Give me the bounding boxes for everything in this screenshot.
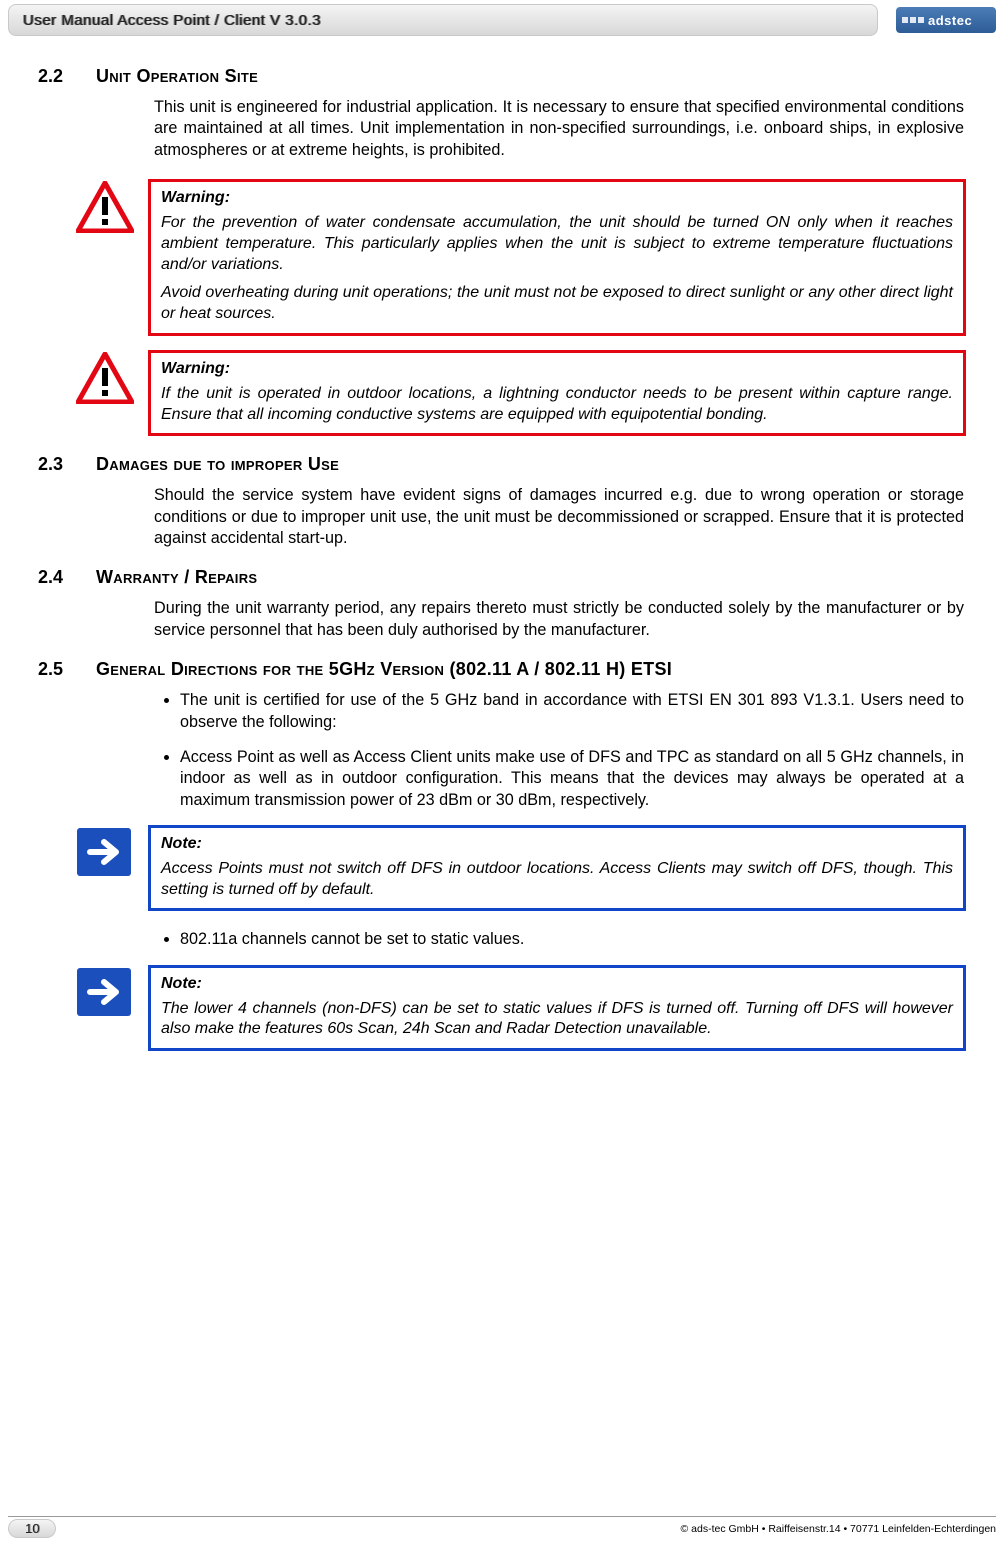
doc-title: User Manual Access Point / Client V 3.0.… bbox=[8, 4, 878, 36]
page: User Manual Access Point / Client V 3.0.… bbox=[0, 4, 1004, 1544]
note-box-1: Note: Access Points must not switch off … bbox=[148, 825, 966, 911]
heading-number: 2.5 bbox=[38, 659, 96, 680]
section-2-5-bullets-1: The unit is certified for use of the 5 G… bbox=[154, 690, 964, 811]
brand-logo-area: adstec bbox=[878, 4, 996, 36]
note-title: Note: bbox=[161, 974, 953, 995]
warning-text: If the unit is operated in outdoor locat… bbox=[161, 384, 953, 426]
copyright-text: © ads-tec GmbH • Raiffeisenstr.14 • 7077… bbox=[681, 1523, 997, 1535]
list-item: Access Point as well as Access Client un… bbox=[180, 747, 964, 811]
warning-callout-2: Warning: If the unit is operated in outd… bbox=[76, 350, 966, 436]
note-text: Access Points must not switch off DFS in… bbox=[161, 859, 953, 901]
note-arrow-icon bbox=[76, 825, 148, 911]
logo-text: adstec bbox=[928, 13, 972, 28]
note-box-2: Note: The lower 4 channels (non-DFS) can… bbox=[148, 965, 966, 1051]
logo-squares-icon bbox=[902, 17, 924, 23]
note-callout-1: Note: Access Points must not switch off … bbox=[76, 825, 966, 911]
heading-number: 2.2 bbox=[38, 66, 96, 87]
note-title: Note: bbox=[161, 834, 953, 855]
page-footer: 10 © ads-tec GmbH • Raiffeisenstr.14 • 7… bbox=[8, 1516, 996, 1538]
warning-box-2: Warning: If the unit is operated in outd… bbox=[148, 350, 966, 436]
heading-text: Warranty / Repairs bbox=[96, 567, 257, 588]
page-number: 10 bbox=[8, 1519, 56, 1538]
warning-icon bbox=[76, 179, 148, 336]
heading-number: 2.4 bbox=[38, 567, 96, 588]
heading-2-2: 2.2 Unit Operation Site bbox=[38, 66, 966, 87]
section-2-4-body: During the unit warranty period, any rep… bbox=[154, 598, 964, 641]
warning-title: Warning: bbox=[161, 359, 953, 380]
heading-text: Damages due to improper Use bbox=[96, 454, 339, 475]
heading-text: Unit Operation Site bbox=[96, 66, 258, 87]
note-callout-2: Note: The lower 4 channels (non-DFS) can… bbox=[76, 965, 966, 1051]
heading-2-3: 2.3 Damages due to improper Use bbox=[38, 454, 966, 475]
section-2-3-body: Should the service system have evident s… bbox=[154, 485, 964, 549]
warning-icon bbox=[76, 350, 148, 436]
note-arrow-icon bbox=[76, 965, 148, 1051]
brand-logo: adstec bbox=[896, 7, 996, 33]
warning-text: For the prevention of water condensate a… bbox=[161, 213, 953, 275]
warning-box-1: Warning: For the prevention of water con… bbox=[148, 179, 966, 336]
note-text: The lower 4 channels (non-DFS) can be se… bbox=[161, 999, 953, 1041]
heading-text: General Directions for the 5GHz Version … bbox=[96, 659, 672, 680]
page-header: User Manual Access Point / Client V 3.0.… bbox=[8, 4, 996, 36]
heading-number: 2.3 bbox=[38, 454, 96, 475]
page-content: 2.2 Unit Operation Site This unit is eng… bbox=[0, 36, 1004, 1051]
heading-2-4: 2.4 Warranty / Repairs bbox=[38, 567, 966, 588]
list-item: The unit is certified for use of the 5 G… bbox=[180, 690, 964, 733]
section-2-5-bullets-2: 802.11a channels cannot be set to static… bbox=[154, 929, 964, 950]
warning-callout-1: Warning: For the prevention of water con… bbox=[76, 179, 966, 336]
list-item: 802.11a channels cannot be set to static… bbox=[180, 929, 964, 950]
heading-2-5: 2.5 General Directions for the 5GHz Vers… bbox=[38, 659, 966, 680]
warning-title: Warning: bbox=[161, 188, 953, 209]
warning-text: Avoid overheating during unit operations… bbox=[161, 283, 953, 325]
section-2-2-body: This unit is engineered for industrial a… bbox=[154, 97, 964, 161]
